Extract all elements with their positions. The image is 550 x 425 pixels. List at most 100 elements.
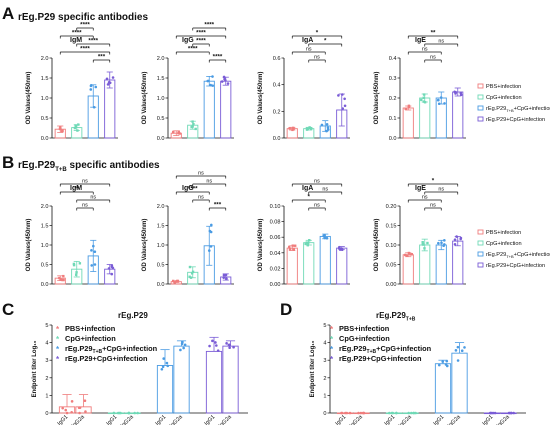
data-point <box>216 349 220 352</box>
data-point <box>437 102 441 106</box>
data-point <box>423 247 426 250</box>
data-point <box>176 279 179 283</box>
data-point <box>228 346 231 350</box>
sig-label: ns <box>322 187 328 193</box>
data-point <box>291 127 295 130</box>
chart-title: IgE <box>415 185 426 192</box>
legend-label: PBS+infection <box>486 230 521 236</box>
legend-label-rest: +CpG+infection <box>514 252 550 258</box>
legend-label-main: rEg.P29 <box>486 106 506 112</box>
data-point <box>207 79 210 83</box>
data-point <box>344 411 347 415</box>
data-point <box>211 339 214 343</box>
legend-label: PBS+infection <box>65 324 116 333</box>
y-tick-label: 2.0 <box>41 56 49 62</box>
data-point <box>160 367 164 371</box>
chart-title: IgA <box>302 185 313 192</box>
data-point <box>77 123 80 126</box>
data-point <box>207 249 211 252</box>
x-tick-label: IgG2a <box>169 414 185 425</box>
y-tick-label: 1.0 <box>41 96 49 102</box>
data-point <box>209 245 213 248</box>
legend-label-rest: +CpG+infection <box>102 344 158 353</box>
bar <box>203 80 215 139</box>
data-point <box>325 122 329 126</box>
y-axis-label: OD Values(450nm) <box>374 219 380 272</box>
x-tick-label: IgG2a <box>447 414 463 425</box>
data-point <box>460 349 464 352</box>
sig-label: * <box>316 30 319 37</box>
legend-a-item: PBS+infection <box>477 83 521 90</box>
chart-title: IgM <box>70 37 82 44</box>
legend-marker: * <box>330 355 334 364</box>
data-point <box>232 345 235 349</box>
legend-label-sub: T+B <box>93 349 103 355</box>
data-point <box>89 88 93 91</box>
panel-letter-a: A <box>2 4 14 23</box>
data-point <box>445 364 449 368</box>
legend-label-main: rEg.P29 <box>486 252 506 258</box>
x-tick-label: IgG1 <box>106 414 119 425</box>
data-point <box>133 411 137 415</box>
panel-title-b: rEg.P29T+B specific antibodies <box>18 160 160 173</box>
y-axis-label: Endpoint titer Log₁₀ <box>310 340 316 397</box>
legend-label-sub: T+B <box>367 349 377 355</box>
bar <box>419 97 431 139</box>
bar <box>173 345 190 414</box>
data-point <box>215 344 218 347</box>
data-point <box>59 126 62 129</box>
legend-b-item: CpG+infection <box>477 240 522 247</box>
y-tick-label: 0.2 <box>273 109 281 115</box>
legend-label: rEg.P29+CpG+infection <box>486 263 545 269</box>
data-point <box>182 346 185 350</box>
data-point <box>288 127 291 130</box>
y-tick-label: 1.0 <box>157 243 165 249</box>
y-tick-label: 0.4 <box>389 56 397 62</box>
legend-marker: * <box>56 345 60 354</box>
x-tick-label: IgG1 <box>482 414 495 425</box>
data-point <box>90 264 94 267</box>
y-tick-label: 0.08 <box>270 220 281 226</box>
legend-swatch <box>477 229 484 235</box>
panel-title-c: rEg.P29 <box>118 311 148 320</box>
data-point <box>61 278 64 282</box>
data-point <box>414 411 417 415</box>
sig-label: **** <box>188 186 198 193</box>
y-tick-label: 0.04 <box>270 251 281 257</box>
data-point <box>304 242 307 246</box>
chart-title: IgA <box>302 37 313 44</box>
sig-label: *** <box>214 202 222 209</box>
data-point <box>119 411 122 415</box>
y-axis-label: Endpoint titer Log₁₀ <box>32 340 38 397</box>
data-point <box>165 361 169 365</box>
data-point <box>77 406 81 410</box>
data-point <box>325 129 328 133</box>
data-point <box>220 80 224 83</box>
y-tick-label: 0.02 <box>270 266 281 272</box>
legend-label-main: rEg.P29 <box>339 344 367 353</box>
legend-label: rEg.P29T+B+CpG+infection <box>339 344 432 355</box>
y-tick-label: 2.0 <box>157 204 165 210</box>
data-point <box>70 410 73 414</box>
data-point <box>189 276 193 279</box>
y-axis-label: OD Values(450nm) <box>374 72 380 125</box>
data-point <box>166 364 170 368</box>
data-point <box>412 411 415 415</box>
sig-label: **** <box>80 22 90 29</box>
data-point <box>173 281 176 284</box>
legend-label: rEg.P29T+B+CpG+infection <box>486 106 550 113</box>
bar <box>107 412 125 415</box>
sig-label: ** <box>431 30 436 37</box>
sig-label: ns <box>82 203 88 209</box>
legend-label-rest: +CpG+infection <box>376 344 432 353</box>
data-point <box>459 93 463 97</box>
data-point <box>291 244 294 247</box>
data-point <box>188 275 191 278</box>
data-point <box>292 248 296 251</box>
data-point <box>74 124 77 127</box>
data-point <box>409 253 412 256</box>
legend-layer: PBS+infectionCpG+infectionrEg.P29T+B+CpG… <box>56 83 550 364</box>
